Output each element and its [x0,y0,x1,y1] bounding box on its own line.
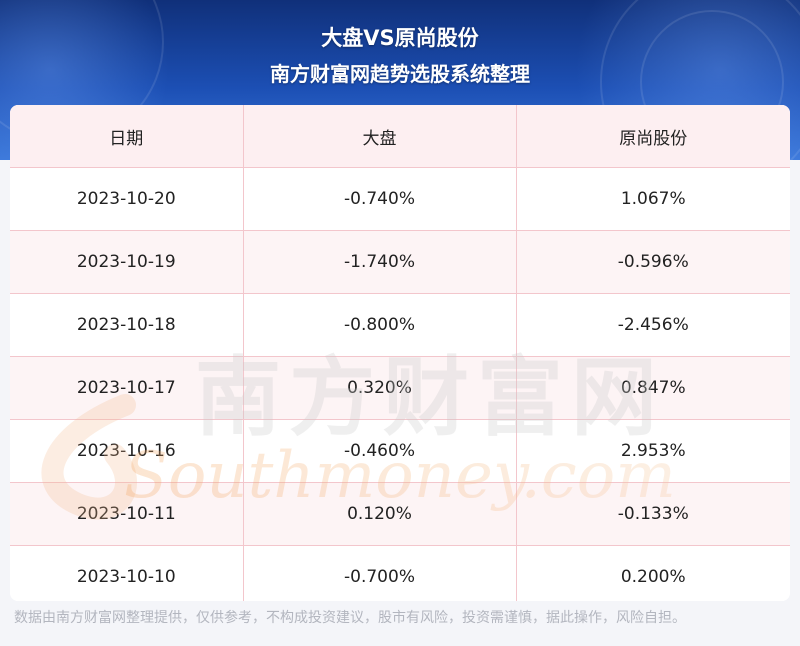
table-row: 2023-10-17 0.320% 0.847% [10,356,790,420]
cell-stock-change: 1.067% [516,167,790,231]
cell-stock-change: -0.133% [516,482,790,546]
cell-market-change: 0.120% [243,482,517,546]
table-row: 2023-10-18 -0.800% -2.456% [10,293,790,357]
cell-market-change: -0.460% [243,419,517,483]
page-subtitle: 南方财富网趋势选股系统整理 [270,62,530,86]
table-row: 2023-10-11 0.120% -0.133% [10,482,790,546]
banner-decoration [600,0,800,160]
table-header-row: 日期 大盘 原尚股份 [10,105,790,168]
cell-market-change: -0.700% [243,545,517,601]
table-row: 2023-10-10 -0.700% 0.200% [10,545,790,601]
cell-date: 2023-10-11 [10,482,244,546]
cell-market-change: -1.740% [243,230,517,294]
cell-date: 2023-10-18 [10,293,244,357]
comparison-table-card: 日期 大盘 原尚股份 2023-10-20 -0.740% 1.067% 202… [10,105,790,601]
cell-stock-change: 0.200% [620,567,686,587]
disclaimer-text: 数据由南方财富网整理提供，仅供参考，不构成投资建议，股市有风险，投资需谨慎，据此… [14,610,686,626]
cell-stock-change: 0.847% [516,356,790,420]
page-title: 大盘VS原尚股份 [321,26,479,50]
table-row: 2023-10-20 -0.740% 1.067% [10,167,790,231]
cell-date: 2023-10-16 [10,419,244,483]
cell-date: 2023-10-19 [10,230,244,294]
comparison-table: 日期 大盘 原尚股份 2023-10-20 -0.740% 1.067% 202… [10,105,790,601]
cell-stock-change: -0.596% [516,230,790,294]
cell-stock-change: -2.456% [516,293,790,357]
column-header-date: 日期 [10,105,244,168]
cell-market-change: -0.740% [243,167,517,231]
column-header-market: 大盘 [243,105,517,168]
cell-date: 2023-10-20 [10,167,244,231]
cell-date: 2023-10-17 [10,356,244,420]
cell-date: 2023-10-10 [10,545,244,601]
table-row: 2023-10-19 -1.740% -0.596% [10,230,790,294]
cell-market-change: 0.320% [243,356,517,420]
column-header-stock: 原尚股份 [516,105,790,168]
cell-market-change: -0.800% [243,293,517,357]
table-row: 2023-10-16 -0.460% 2.953% [10,419,790,483]
cell-stock-change: 2.953% [516,419,790,483]
